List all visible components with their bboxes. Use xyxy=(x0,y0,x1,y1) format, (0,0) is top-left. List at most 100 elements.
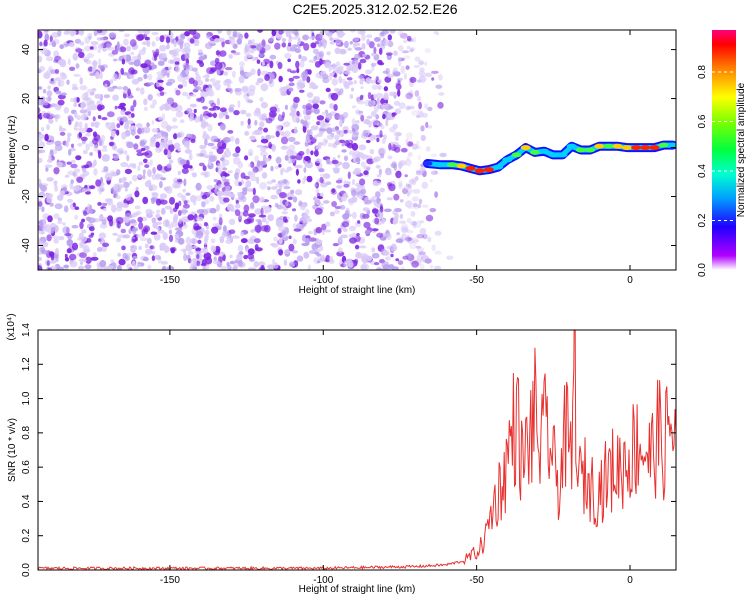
noise-speck xyxy=(137,30,145,34)
noise-speck xyxy=(368,120,372,128)
noise-speck xyxy=(400,226,409,234)
noise-speck xyxy=(372,157,379,163)
noise-speck xyxy=(389,30,396,34)
noise-speck xyxy=(318,50,324,58)
noise-speck xyxy=(260,138,269,144)
noise-speck xyxy=(73,73,81,77)
noise-speck xyxy=(296,255,304,262)
noise-speck xyxy=(419,67,425,73)
noise-speck xyxy=(147,73,153,81)
noise-speck xyxy=(366,158,374,165)
noise-speck xyxy=(181,216,190,223)
noise-speck xyxy=(337,227,342,234)
noise-speck xyxy=(259,121,265,128)
noise-speck xyxy=(173,51,180,57)
noise-speck xyxy=(420,163,424,168)
noise-speck xyxy=(247,124,252,129)
noise-speck xyxy=(48,154,52,162)
noise-speck xyxy=(160,260,168,265)
noise-speck xyxy=(343,184,350,188)
noise-speck xyxy=(125,54,132,62)
snr-x-axis-title: Height of straight line (km) xyxy=(299,584,416,595)
noise-speck xyxy=(375,92,384,99)
noise-speck xyxy=(204,138,208,146)
noise-speck xyxy=(252,187,256,196)
noise-speck xyxy=(187,250,194,255)
noise-speck xyxy=(88,226,95,232)
snr-x-axis: -150 -100 -50 0 xyxy=(160,330,633,586)
noise-speck xyxy=(261,172,268,179)
signal-track-point xyxy=(483,167,494,173)
noise-speck xyxy=(134,205,141,210)
noise-speck xyxy=(228,36,236,40)
noise-speck xyxy=(54,203,63,210)
noise-speck xyxy=(256,160,261,168)
y-tick-label: 0.8 xyxy=(21,425,32,439)
noise-speck xyxy=(132,174,138,182)
noise-speck xyxy=(368,100,374,107)
noise-speck xyxy=(166,72,170,78)
noise-speck xyxy=(313,134,318,139)
noise-speck xyxy=(303,251,310,259)
noise-speck xyxy=(414,220,422,228)
noise-speck xyxy=(195,86,202,90)
noise-speck xyxy=(155,213,161,219)
noise-speck xyxy=(240,172,246,179)
noise-speck xyxy=(314,207,323,215)
noise-speck xyxy=(136,234,144,238)
noise-speck xyxy=(267,186,271,191)
noise-speck xyxy=(268,110,277,118)
noise-speck xyxy=(355,120,360,124)
noise-speck xyxy=(92,60,98,67)
noise-speck xyxy=(79,85,88,91)
noise-speck xyxy=(223,197,230,203)
noise-speck xyxy=(56,161,63,168)
noise-speck xyxy=(283,130,291,138)
noise-speck xyxy=(212,259,221,265)
noise-speck xyxy=(259,196,265,203)
noise-speck xyxy=(149,184,158,192)
noise-speck xyxy=(90,122,95,127)
noise-speck xyxy=(284,52,292,59)
noise-speck xyxy=(193,38,200,47)
noise-speck xyxy=(318,168,325,173)
noise-speck xyxy=(217,168,223,175)
noise-speck xyxy=(38,256,43,262)
noise-speck xyxy=(227,170,233,174)
noise-speck xyxy=(398,180,403,187)
noise-speck xyxy=(60,73,68,80)
noise-speck xyxy=(144,164,150,168)
noise-speck xyxy=(374,262,380,266)
noise-speck xyxy=(378,147,387,156)
noise-speck xyxy=(321,223,327,231)
noise-speck xyxy=(278,75,283,83)
noise-speck xyxy=(406,187,413,195)
signal-track-point xyxy=(658,142,669,148)
noise-speck xyxy=(49,202,54,207)
noise-speck xyxy=(287,68,292,72)
noise-speck xyxy=(147,264,152,270)
noise-speck xyxy=(173,142,181,150)
noise-speck xyxy=(291,208,297,212)
noise-speck xyxy=(237,100,241,108)
noise-speck xyxy=(126,45,132,52)
noise-speck xyxy=(229,254,233,259)
x-tick-label: 0 xyxy=(627,575,633,586)
noise-speck xyxy=(101,117,108,121)
noise-speck xyxy=(122,86,129,91)
noise-speck xyxy=(381,261,390,270)
noise-speck xyxy=(59,127,67,132)
noise-speck xyxy=(331,201,337,207)
noise-speck xyxy=(38,237,41,245)
signal-track-point xyxy=(456,163,467,169)
noise-speck xyxy=(173,57,181,63)
noise-speck xyxy=(80,114,88,121)
noise-speck xyxy=(176,39,184,46)
noise-speck xyxy=(116,201,124,209)
noise-speck xyxy=(102,155,107,161)
noise-speck xyxy=(85,132,91,137)
noise-speck xyxy=(223,178,230,183)
noise-speck xyxy=(397,45,404,51)
noise-speck xyxy=(388,183,396,192)
noise-speck xyxy=(55,90,62,95)
